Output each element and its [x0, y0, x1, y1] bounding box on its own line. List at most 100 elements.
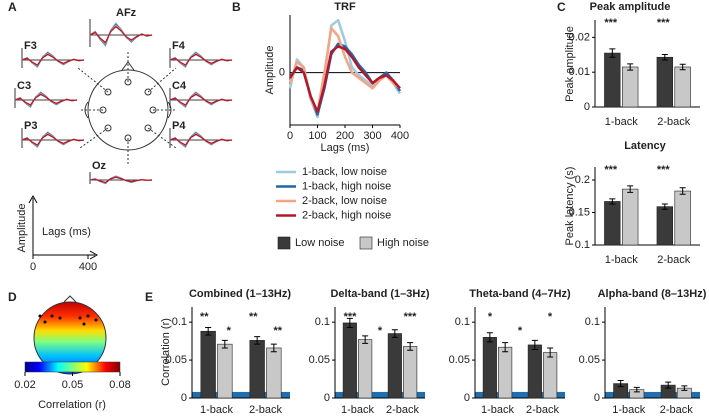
bar: [656, 56, 674, 108]
bar: [527, 344, 542, 399]
waveform: [169, 93, 233, 106]
legend-swatch: [277, 236, 291, 250]
error-bar: [633, 386, 640, 393]
legend-label: 1-back, high noise: [302, 180, 391, 192]
legend-label: 2-back, low noise: [302, 195, 387, 207]
y-tick-label: 0.01: [569, 66, 590, 78]
error-bar: [627, 63, 634, 71]
x-tick-label: 2-back: [657, 116, 691, 128]
significance: **: [273, 325, 282, 337]
chart-title: Alpha-band (8–13Hz): [598, 288, 707, 300]
waveform: [89, 25, 153, 44]
x-tick-label: 200: [336, 130, 354, 142]
x-tick-label: 0: [287, 130, 293, 142]
significance: **: [200, 311, 209, 323]
bar: [387, 333, 402, 399]
y-tick-label: 0.15: [569, 206, 590, 218]
x-tick-label: 1-back: [200, 404, 234, 416]
x-tick-label: 1-back: [341, 404, 375, 416]
y-tick-label: 0: [181, 392, 187, 404]
chance-level: [475, 391, 565, 398]
x-tick-label: 1-back: [612, 404, 646, 416]
error-bar: [254, 336, 261, 345]
error-bar: [531, 339, 538, 350]
significance: ***: [657, 164, 671, 176]
electrode-label: AFz: [116, 7, 137, 19]
significance: *: [227, 325, 232, 337]
y-tick-label: 0: [464, 392, 470, 404]
bar: [217, 343, 233, 399]
electrode-label: P3: [24, 120, 37, 132]
y-tick-label: 0.05: [309, 354, 330, 366]
chart-title: Delta-band (1–3Hz): [330, 288, 429, 300]
error-bar: [205, 326, 212, 336]
chart-title: Combined (1–13Hz): [189, 288, 291, 300]
bar: [674, 190, 691, 246]
head-diagram: [77, 52, 177, 165]
error-bar: [617, 380, 624, 388]
error-bar: [609, 198, 616, 205]
waveform: [21, 133, 85, 146]
waveform: [169, 133, 233, 146]
error-bar: [665, 381, 672, 389]
waveform: [14, 93, 78, 106]
significance: ***: [604, 164, 618, 176]
colorbar-tick-label: 0.05: [62, 379, 83, 391]
x-tick-label: 1-back: [605, 116, 639, 128]
lag-axes: [28, 194, 99, 260]
x-tick-label: 300: [363, 130, 381, 142]
bar: [604, 52, 621, 108]
chart-title: Latency: [624, 140, 666, 152]
significance: *: [518, 325, 523, 337]
error-bar: [221, 339, 228, 349]
topomap: [24, 295, 121, 375]
chance-level: [192, 391, 290, 398]
bar: [621, 66, 639, 108]
error-bar: [609, 48, 616, 58]
waveform: [169, 53, 233, 66]
y-tick-label: 0.1: [315, 316, 330, 328]
bar: [674, 66, 691, 108]
colorbar-label: Correlation (r): [38, 399, 106, 411]
y-tick-label: 0: [279, 67, 285, 79]
significance: ***: [657, 17, 671, 29]
electrode-label: P4: [172, 120, 186, 132]
y-tick-label: 0.05: [449, 354, 470, 366]
bar: [200, 330, 216, 399]
topomap-electrodes: [38, 314, 98, 326]
legend-label: High noise: [377, 237, 429, 249]
chart-title: Theta-band (4–7Hz): [469, 288, 571, 300]
significance: ***: [604, 17, 618, 29]
colorbar-tick-label: 0.02: [14, 379, 35, 391]
electrode-label: F4: [172, 40, 186, 52]
significance: *: [548, 311, 553, 323]
x-tick-label: 2-back: [526, 404, 560, 416]
y-tick-label: 0.05: [579, 354, 600, 366]
error-bar: [627, 185, 634, 193]
bar: [249, 340, 265, 399]
x-tick-label: 2-back: [660, 404, 694, 416]
panel-label: E: [145, 290, 153, 304]
y-tick-label: 0.05: [166, 354, 187, 366]
electrode-label: Oz: [92, 160, 107, 172]
electrode-label: F3: [24, 40, 37, 52]
electrode-label: C3: [17, 80, 31, 92]
bar: [498, 346, 513, 399]
bar: [604, 201, 621, 246]
error-bar: [679, 63, 686, 71]
error-bar: [362, 335, 369, 344]
x-axis-label: Lags (ms): [42, 226, 91, 238]
panel-label: D: [8, 290, 17, 304]
legend-label: 1-back, low noise: [302, 166, 387, 178]
panel-label: C: [557, 0, 566, 14]
y-tick-label: 0.2: [575, 174, 590, 186]
y-tick-label: 0: [324, 392, 330, 404]
y-tick-label: 0.1: [172, 316, 187, 328]
series-line: [288, 45, 401, 114]
y-tick-label: 0.1: [585, 316, 600, 328]
significance: **: [249, 311, 258, 323]
x-tick-label: 2-back: [249, 404, 283, 416]
x-tick-label: 1-back: [605, 254, 639, 266]
chart-title: Peak amplitude: [590, 1, 671, 13]
